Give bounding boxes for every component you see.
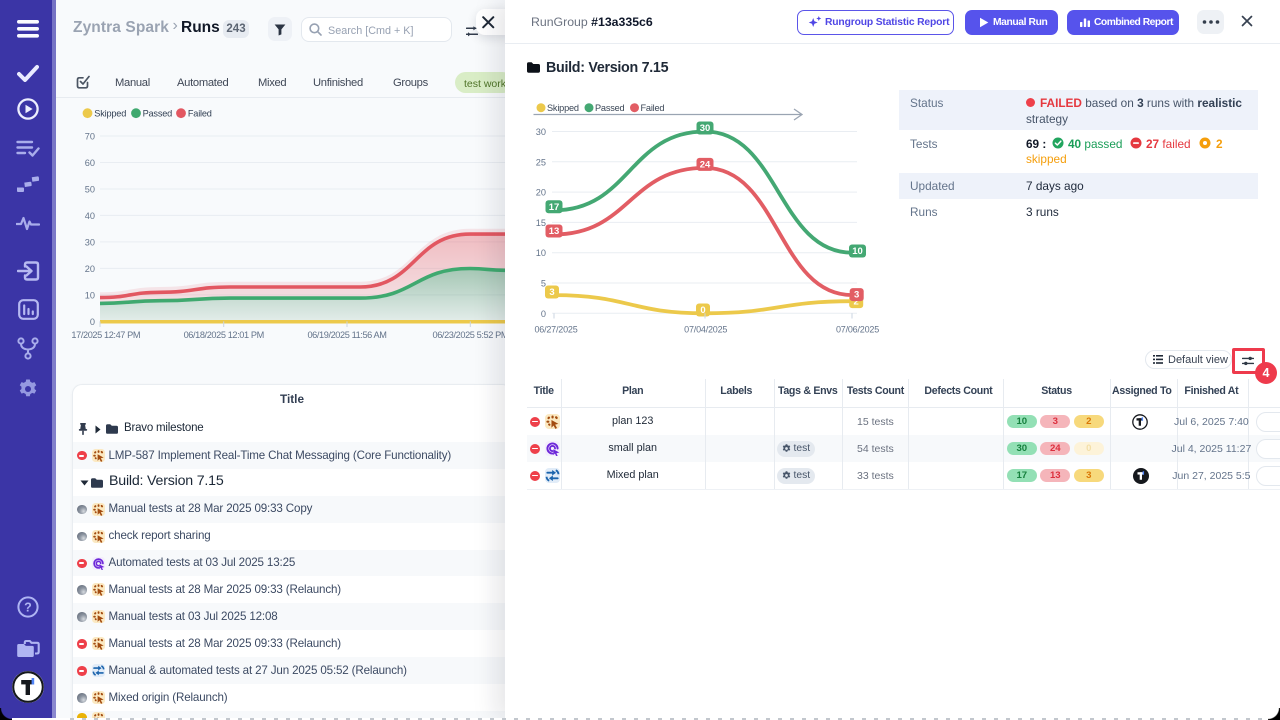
svg-text:13: 13	[549, 226, 560, 237]
svg-text:30: 30	[700, 123, 711, 134]
svg-text:Failed: Failed	[188, 109, 212, 119]
svg-text:30: 30	[85, 237, 95, 247]
svg-text:Passed: Passed	[143, 109, 173, 119]
svg-text:40: 40	[85, 211, 95, 221]
svg-text:2: 2	[854, 297, 859, 308]
svg-text:10: 10	[85, 290, 95, 300]
svg-text:15: 15	[536, 218, 546, 228]
svg-text:10: 10	[536, 248, 546, 258]
svg-text:06/18/2025 12:01 PM: 06/18/2025 12:01 PM	[184, 330, 264, 340]
svg-text:5: 5	[541, 279, 546, 289]
svg-text:?: ?	[24, 601, 32, 615]
svg-text:07/06/2025: 07/06/2025	[836, 325, 879, 335]
svg-text:30: 30	[536, 127, 546, 137]
svg-text:0: 0	[541, 309, 546, 319]
svg-text:Failed: Failed	[641, 103, 665, 113]
svg-text:20: 20	[536, 188, 546, 198]
svg-text:06/17/2025 12:47 PM: 06/17/2025 12:47 PM	[60, 330, 140, 340]
svg-text:Passed: Passed	[595, 103, 625, 113]
svg-text:60: 60	[85, 158, 95, 168]
svg-text:0: 0	[700, 305, 705, 316]
svg-text:Skipped: Skipped	[547, 103, 579, 113]
svg-text:3: 3	[854, 290, 859, 301]
svg-text:50: 50	[85, 184, 95, 194]
svg-text:24: 24	[700, 159, 711, 170]
svg-text:25: 25	[536, 157, 546, 167]
svg-text:70: 70	[85, 131, 95, 141]
svg-text:06/27/2025: 06/27/2025	[534, 325, 577, 335]
svg-text:07/04/2025: 07/04/2025	[684, 325, 727, 335]
svg-text:3: 3	[549, 287, 554, 298]
svg-text:06/19/2025 11:56 AM: 06/19/2025 11:56 AM	[307, 330, 386, 340]
svg-text:20: 20	[85, 264, 95, 274]
svg-text:Skipped: Skipped	[94, 109, 126, 119]
svg-text:17: 17	[549, 202, 560, 213]
svg-text:06/23/2025 5:52 PM: 06/23/2025 5:52 PM	[433, 330, 505, 340]
svg-text:0: 0	[90, 317, 95, 327]
svg-text:10: 10	[852, 246, 863, 257]
